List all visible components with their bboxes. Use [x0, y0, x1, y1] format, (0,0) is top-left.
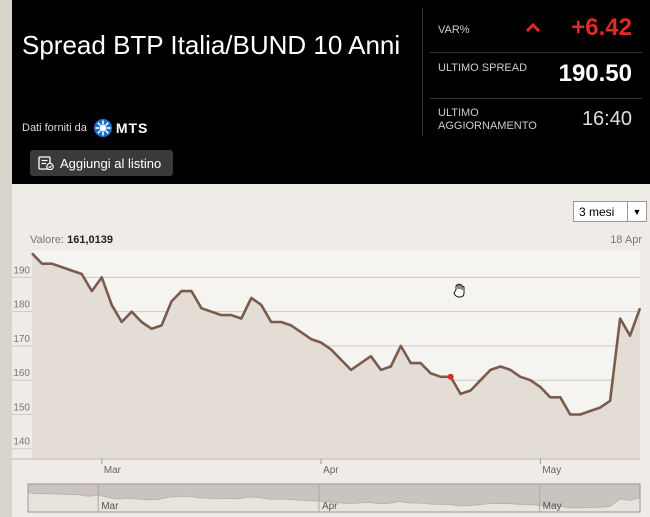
- mts-logo: MTS: [93, 118, 149, 138]
- x-tick-label: May: [542, 465, 561, 476]
- list-add-icon: [38, 156, 54, 170]
- var-label: VAR%: [438, 24, 470, 36]
- stats-separator: [430, 52, 642, 53]
- navigator-area: [27, 492, 641, 513]
- add-button-label: Aggiungi al listino: [60, 155, 162, 171]
- y-tick-label: 150: [13, 402, 30, 413]
- caret-up-icon: [526, 22, 540, 32]
- var-value: +6.42: [571, 14, 632, 41]
- navigator-tick-label: May: [543, 501, 562, 512]
- readout-value: 161,0139: [67, 234, 113, 246]
- x-tick-label: Apr: [323, 465, 339, 476]
- y-tick-label: 190: [13, 265, 30, 276]
- navigator-tick-label: Mar: [101, 501, 119, 512]
- range-select[interactable]: 3 mesi ▼: [573, 201, 647, 222]
- chevron-down-icon: ▼: [627, 202, 646, 221]
- y-tick-label: 140: [13, 437, 30, 448]
- x-tick-label: Mar: [104, 465, 122, 476]
- mts-logo-text: MTS: [115, 120, 149, 136]
- stats-separator: [430, 98, 642, 99]
- y-tick-label: 180: [13, 300, 30, 311]
- navigator-window: [27, 483, 641, 513]
- page-title: Spread BTP Italia/BUND 10 Anni: [22, 30, 401, 60]
- data-source: Dati forniti da MTS: [22, 118, 148, 138]
- navigator-tick-label: Apr: [322, 501, 338, 512]
- mts-logo-icon: [93, 119, 112, 137]
- source-label: Dati forniti da: [22, 122, 87, 134]
- update-label: ULTIMO AGGIORNAMENTO: [438, 107, 537, 132]
- readout-date: 18 Apr: [610, 234, 642, 246]
- hand-cursor-icon: [453, 283, 465, 298]
- value-readout: Valore: 161,0139: [30, 234, 113, 246]
- highlight-point: [447, 373, 454, 380]
- y-tick-label: 170: [13, 334, 30, 345]
- add-to-watchlist-button[interactable]: Aggiungi al listino: [30, 150, 174, 176]
- series-line: [31, 252, 642, 416]
- update-time: 16:40: [581, 108, 632, 130]
- spread-label: ULTIMO SPREAD: [438, 62, 528, 74]
- readout-label: Valore:: [30, 234, 65, 246]
- quote-header: Spread BTP Italia/BUND 10 Anni Dati forn…: [12, 0, 650, 184]
- y-tick-label: 160: [13, 368, 30, 379]
- spread-value: 190.50: [558, 60, 632, 87]
- stats-divider: [422, 8, 423, 136]
- range-select-value: 3 mesi: [579, 204, 615, 219]
